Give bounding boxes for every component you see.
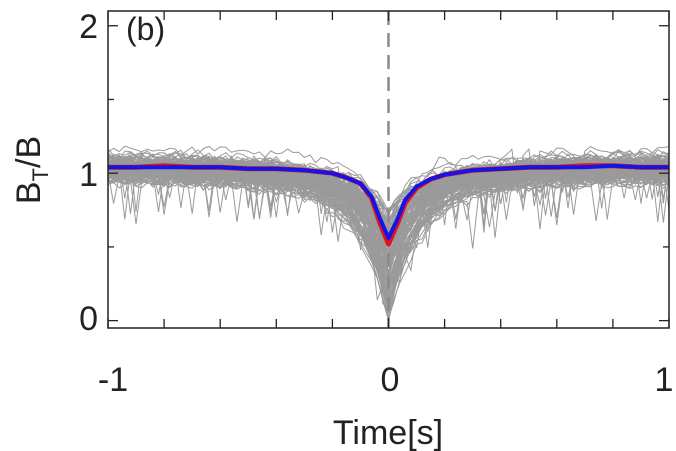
y-axis-title-rest: /B xyxy=(10,136,48,168)
x-tick-label-neg1: -1 xyxy=(98,361,128,399)
y-tick-label-0: 0 xyxy=(79,300,98,338)
y-axis-title-sub: T xyxy=(28,168,53,181)
y-tick-label-2: 2 xyxy=(79,8,98,46)
series-line-blue xyxy=(108,163,669,241)
y-axis-title-base: B xyxy=(10,181,48,204)
event-trace xyxy=(108,155,669,296)
x-axis-title: Time[s] xyxy=(333,414,443,451)
panel-label: (b) xyxy=(126,11,165,47)
x-tick-label-1: 1 xyxy=(655,361,674,399)
event-trace xyxy=(108,164,669,296)
y-tick-label-1: 1 xyxy=(79,156,98,194)
x-tick-label-0: 0 xyxy=(381,361,400,399)
mean-series xyxy=(108,163,669,247)
y-axis-title: BT/B xyxy=(10,136,53,204)
axis-ticks xyxy=(107,11,670,328)
